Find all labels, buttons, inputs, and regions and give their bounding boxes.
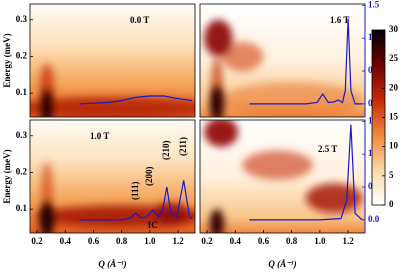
intensity-line <box>249 124 363 221</box>
x-tick-label: 0.4 <box>230 236 242 246</box>
colorbar-tick-label: 5 <box>389 170 394 180</box>
x-axis-label: Q (Å⁻¹) <box>98 259 126 269</box>
heatmap-blob <box>209 85 224 117</box>
heatmap <box>200 4 365 117</box>
field-annotation: 0.0 T <box>130 15 149 25</box>
heatmap-blob <box>305 183 363 213</box>
y-tick-label: 0.2 <box>16 51 28 61</box>
y-axis-label: Energy (meV) <box>2 149 12 203</box>
heatmap-blob <box>242 150 313 180</box>
heatmap-blob <box>204 120 239 147</box>
heatmap-blob <box>41 89 53 117</box>
intensity-line <box>79 180 193 221</box>
x-tick-label: 0.4 <box>60 236 72 246</box>
field-annotation: 1.6 T <box>330 15 349 25</box>
heatmap-blob <box>221 82 363 117</box>
heatmap-blob <box>221 41 264 72</box>
y-tick-label: 0.3 <box>16 14 28 24</box>
heatmap <box>30 120 195 233</box>
x-tick-label: 1.0 <box>314 236 326 246</box>
colorbar-tick-label: 10 <box>389 141 399 151</box>
field-annotation: 1.0 T <box>90 131 109 141</box>
panel-frame <box>29 3 196 118</box>
x-tick-label: 0.6 <box>258 236 270 246</box>
peak-label: IC <box>148 220 158 230</box>
colorbar-tick-label: 20 <box>389 82 399 92</box>
x-axis-label: Q (Å⁻¹) <box>268 259 296 269</box>
heatmap-blob <box>209 209 224 233</box>
x-tick-label: 0.8 <box>286 236 298 246</box>
x-tick-label: 1.2 <box>172 236 184 246</box>
colorbar-tick-label: 15 <box>389 112 399 122</box>
y2-tick-label: 1.5 <box>368 0 380 9</box>
x-tick-label: 0.6 <box>88 236 100 246</box>
x-tick-label: 1.0 <box>144 236 156 246</box>
intensity-line <box>79 95 193 105</box>
peak-label: (111) <box>130 181 140 200</box>
y-tick-label: 0.3 <box>16 130 28 140</box>
heatmap-blob <box>204 19 233 57</box>
heatmap <box>200 120 365 233</box>
colorbar-tick-label: 25 <box>389 53 399 63</box>
field-annotation: 2.5 T <box>318 144 337 154</box>
heatmap-blob <box>30 96 195 117</box>
peak-label: (200) <box>144 167 154 187</box>
y-tick-label: 0.1 <box>16 203 28 213</box>
y-axis-label: Energy (meV) <box>2 33 12 87</box>
x-tick-label: 0.8 <box>116 236 128 246</box>
peak-label: (210) <box>161 141 171 161</box>
colorbar-tick-label: 0 <box>389 199 394 209</box>
y-tick-label: 0.1 <box>16 87 28 97</box>
panel-frame <box>29 119 196 234</box>
colorbar-tick-label: 30 <box>389 24 399 34</box>
peak-label: (211) <box>178 137 188 156</box>
y-tick-label: 0.2 <box>16 167 28 177</box>
heatmap-blob <box>39 201 54 233</box>
y2-tick-label: 0.0 <box>368 214 380 224</box>
intensity-line <box>249 18 363 105</box>
x-tick-label: 1.2 <box>342 236 354 246</box>
x-tick-label: 0.2 <box>31 236 43 246</box>
x-tick-label: 0.2 <box>201 236 213 246</box>
heatmap <box>30 4 195 117</box>
